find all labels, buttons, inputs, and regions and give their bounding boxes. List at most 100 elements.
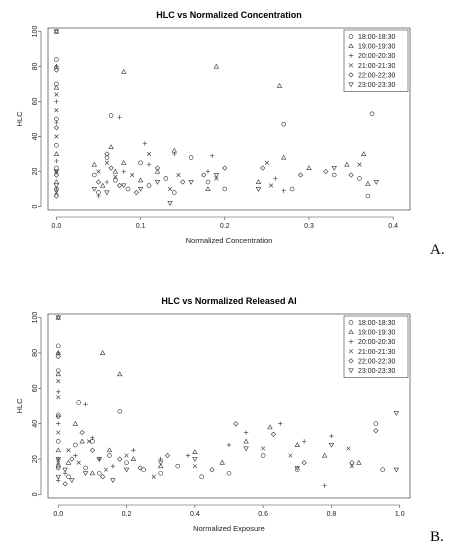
panel-label: B. <box>430 529 444 545</box>
data-point <box>55 465 61 471</box>
y-tick-label: 80 <box>32 349 39 357</box>
chart-title: HLC vs Normalized Released AI <box>161 296 296 306</box>
data-point <box>137 465 143 471</box>
data-point <box>110 478 116 484</box>
series-4 <box>54 92 362 195</box>
data-point <box>171 147 177 153</box>
data-point <box>55 463 61 469</box>
data-point <box>54 158 59 164</box>
data-point <box>121 159 127 165</box>
data-point <box>123 467 130 473</box>
y-tick-label: 0 <box>32 204 39 208</box>
data-point <box>192 464 197 469</box>
plot-frame <box>47 27 411 211</box>
data-point <box>54 57 59 62</box>
data-point <box>69 478 75 484</box>
data-point <box>393 411 400 416</box>
data-point <box>243 438 249 444</box>
data-point <box>301 459 307 466</box>
legend-marker <box>348 53 354 58</box>
series-4 <box>56 379 355 479</box>
data-point <box>349 459 355 466</box>
data-point <box>138 160 143 166</box>
data-point <box>201 172 207 178</box>
legend-marker <box>348 82 354 88</box>
data-point <box>295 467 300 472</box>
legend-entry: 22:00-22:30 <box>358 358 395 365</box>
data-point <box>321 452 328 458</box>
data-point <box>79 429 85 436</box>
data-point <box>124 453 129 458</box>
data-point <box>53 151 60 156</box>
legend-marker <box>348 72 354 78</box>
y-axis-label: HLC <box>15 398 24 414</box>
data-point <box>56 421 61 426</box>
data-point <box>117 115 122 120</box>
y-tick-label: 0 <box>32 492 39 496</box>
data-point <box>199 474 204 480</box>
data-point <box>96 457 102 462</box>
data-point <box>108 113 114 118</box>
data-point <box>76 400 82 405</box>
data-point <box>270 431 277 437</box>
data-point <box>154 180 161 185</box>
data-point <box>373 421 379 426</box>
data-point <box>112 168 119 174</box>
data-point <box>55 413 61 420</box>
series-3 <box>54 64 286 199</box>
data-point <box>96 470 102 476</box>
data-point <box>141 467 146 472</box>
x-tick-label: 0.2 <box>220 223 230 230</box>
data-point <box>96 169 101 174</box>
data-point <box>131 448 136 453</box>
chart-panel-1: HLC vs Normalized Concentration 0.0 0.1 0.2… <box>15 10 445 258</box>
data-point <box>90 435 95 441</box>
legend-marker <box>348 320 354 325</box>
data-point <box>289 186 295 192</box>
data-point <box>54 108 59 113</box>
data-point <box>130 456 137 462</box>
data-point <box>344 161 350 167</box>
legend-entry: 23:00-23:30 <box>358 82 395 89</box>
data-point <box>222 165 228 171</box>
data-point <box>53 29 60 35</box>
data-point <box>91 161 98 167</box>
data-point <box>121 183 127 189</box>
series-1 <box>55 343 385 480</box>
data-point <box>260 165 266 171</box>
data-point <box>55 474 61 480</box>
series-6 <box>55 315 400 484</box>
data-point <box>154 165 161 171</box>
data-point <box>124 460 129 465</box>
data-point <box>53 169 60 175</box>
data-point <box>55 353 61 360</box>
x-axis-label: Normalized Concentration <box>186 236 273 245</box>
data-point <box>104 160 110 165</box>
data-point <box>54 134 59 139</box>
data-point <box>167 186 173 192</box>
data-point <box>117 456 123 462</box>
legend-entry: 18:00-18:30 <box>358 320 395 327</box>
data-point <box>369 111 375 117</box>
legend-entry: 18:00-18:30 <box>358 34 395 41</box>
data-point <box>158 456 163 462</box>
legend-entry: 20:00-20:30 <box>358 53 395 60</box>
x-tick-label: 1.0 <box>395 511 405 518</box>
data-point <box>346 446 351 451</box>
data-point <box>192 457 198 462</box>
data-point <box>65 459 72 465</box>
panel-label: A. <box>430 242 445 258</box>
y-tick-label: 60 <box>32 98 39 106</box>
data-point <box>226 470 232 476</box>
data-point <box>69 456 75 462</box>
data-point <box>163 176 169 181</box>
data-point <box>66 474 71 480</box>
data-point <box>92 172 97 178</box>
data-point <box>158 470 163 476</box>
data-point <box>55 439 61 444</box>
data-point <box>72 420 79 426</box>
data-point <box>55 315 61 321</box>
data-point <box>243 430 249 435</box>
data-point <box>393 467 400 473</box>
data-point <box>83 465 88 471</box>
